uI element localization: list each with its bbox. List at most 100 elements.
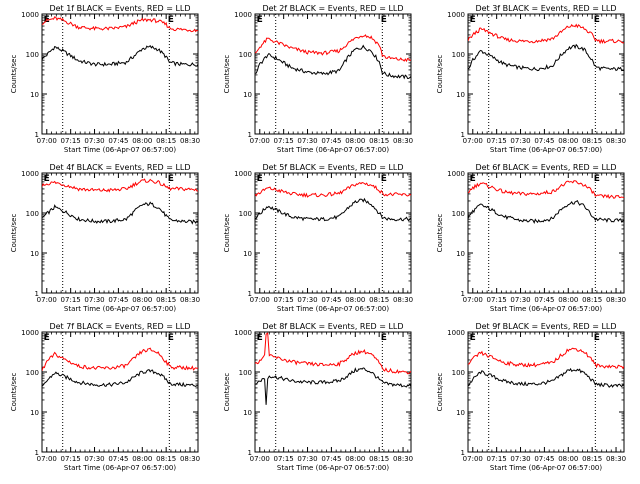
y-axis-label: Counts/sec — [10, 373, 18, 412]
y-tick-label: 1 — [248, 131, 252, 139]
e-marker-label: E — [470, 15, 476, 25]
y-tick-label: 10 — [243, 409, 252, 417]
panel-title: Det 6f BLACK = Events, RED = LLD — [475, 163, 616, 172]
panel-4: Det 4f BLACK = Events, RED = LLD 1 10 100 10… — [10, 163, 200, 313]
x-tick-label: 08:15 — [156, 455, 176, 463]
y-tick-label: 10 — [456, 250, 465, 258]
e-marker-label: E — [381, 174, 387, 184]
y-axis-label: Counts/sec — [10, 214, 18, 253]
y-tick-label: 10 — [243, 250, 252, 258]
x-tick-label: 07:15 — [274, 296, 294, 304]
x-tick-label: 07:00 — [463, 137, 483, 145]
y-axis-label: Counts/sec — [436, 214, 444, 253]
x-tick-label: 07:15 — [274, 137, 294, 145]
x-tick-label: 07:30 — [510, 455, 530, 463]
panel-1: Det 1f BLACK = Events, RED = LLD 1 10 100 10… — [10, 4, 200, 154]
series-events-line — [255, 197, 411, 222]
panel-3: Det 3f BLACK = Events, RED = LLD 1 10 100 10… — [436, 4, 626, 154]
x-tick-label: 08:15 — [369, 296, 389, 304]
e-marker-label: E — [257, 333, 263, 343]
x-tick-label: 07:45 — [534, 455, 554, 463]
series-lld-line — [42, 178, 198, 193]
x-tick-label: 07:15 — [274, 455, 294, 463]
y-tick-label: 1000 — [21, 11, 39, 19]
y-tick-label: 10 — [243, 91, 252, 99]
series-events-line — [468, 367, 624, 388]
e-marker-label: E — [168, 15, 174, 25]
plot-frame — [254, 13, 412, 135]
y-tick-label: 100 — [26, 210, 39, 218]
y-axis-label: Counts/sec — [223, 55, 231, 94]
series-lld-line — [255, 332, 411, 375]
y-tick-label: 100 — [239, 51, 252, 59]
x-tick-label: 08:15 — [582, 296, 602, 304]
series-lld-line — [468, 23, 624, 45]
y-axis-label: Counts/sec — [436, 373, 444, 412]
x-axis-label: Start Time (06-Apr-07 06:57:00) — [490, 464, 602, 472]
x-tick-label: 08:00 — [345, 296, 365, 304]
x-tick-label: 07:00 — [250, 455, 270, 463]
e-marker-label: E — [257, 174, 263, 184]
e-marker-label: E — [44, 174, 50, 184]
plot-frame — [41, 331, 199, 453]
series-events-line — [42, 369, 198, 388]
panel-6: Det 6f BLACK = Events, RED = LLD 1 10 100 10… — [436, 163, 626, 313]
x-tick-label: 07:00 — [250, 296, 270, 304]
y-tick-label: 10 — [30, 250, 39, 258]
x-tick-label: 07:00 — [463, 455, 483, 463]
panel-5: Det 5f BLACK = Events, RED = LLD 1 10 100 10… — [223, 163, 413, 313]
x-tick-label: 07:45 — [108, 137, 128, 145]
e-marker-label: E — [594, 333, 600, 343]
y-tick-label: 1000 — [234, 170, 252, 178]
series-events-line — [255, 367, 411, 405]
x-tick-label: 07:00 — [37, 137, 57, 145]
x-tick-label: 07:15 — [61, 137, 81, 145]
e-marker-label: E — [594, 174, 600, 184]
plot-frame — [467, 13, 625, 135]
x-tick-label: 08:30 — [180, 296, 200, 304]
x-tick-label: 08:00 — [558, 137, 578, 145]
y-tick-label: 100 — [239, 210, 252, 218]
x-tick-label: 08:00 — [558, 455, 578, 463]
series-events-line — [468, 43, 624, 72]
panel-title: Det 2f BLACK = Events, RED = LLD — [262, 4, 403, 13]
x-tick-label: 07:15 — [487, 455, 507, 463]
x-tick-label: 07:45 — [321, 296, 341, 304]
y-tick-label: 10 — [456, 409, 465, 417]
x-tick-label: 08:30 — [180, 137, 200, 145]
plot-frame — [41, 13, 199, 135]
plot-frame — [254, 172, 412, 294]
x-tick-label: 07:45 — [534, 296, 554, 304]
y-tick-label: 10 — [30, 409, 39, 417]
x-tick-label: 08:00 — [345, 455, 365, 463]
x-axis-label: Start Time (06-Apr-07 06:57:00) — [64, 146, 176, 154]
x-tick-label: 07:15 — [61, 296, 81, 304]
y-tick-label: 10 — [30, 91, 39, 99]
y-tick-label: 1000 — [234, 329, 252, 337]
x-tick-label: 08:30 — [180, 455, 200, 463]
x-axis-label: Start Time (06-Apr-07 06:57:00) — [277, 146, 389, 154]
e-marker-label: E — [168, 333, 174, 343]
x-tick-label: 08:00 — [132, 455, 152, 463]
e-marker-label: E — [257, 15, 263, 25]
y-tick-label: 1000 — [234, 11, 252, 19]
y-tick-label: 1000 — [21, 170, 39, 178]
x-axis-label: Start Time (06-Apr-07 06:57:00) — [64, 305, 176, 313]
plot-frame — [467, 172, 625, 294]
x-axis-label: Start Time (06-Apr-07 06:57:00) — [490, 305, 602, 313]
x-tick-label: 07:45 — [534, 137, 554, 145]
x-tick-label: 07:45 — [321, 137, 341, 145]
panel-2: Det 2f BLACK = Events, RED = LLD 1 10 100 10… — [223, 4, 413, 154]
x-tick-label: 07:15 — [61, 455, 81, 463]
x-tick-label: 07:30 — [84, 137, 104, 145]
x-tick-label: 07:45 — [108, 455, 128, 463]
panel-title: Det 1f BLACK = Events, RED = LLD — [49, 4, 190, 13]
series-lld-line — [255, 34, 411, 63]
panel-title: Det 5f BLACK = Events, RED = LLD — [262, 163, 403, 172]
panel-9: Det 9f BLACK = Events, RED = LLD 1 10 100 10… — [436, 322, 626, 472]
series-events-line — [42, 201, 198, 225]
x-tick-label: 07:00 — [463, 296, 483, 304]
y-axis-label: Counts/sec — [10, 55, 18, 94]
e-marker-label: E — [594, 15, 600, 25]
